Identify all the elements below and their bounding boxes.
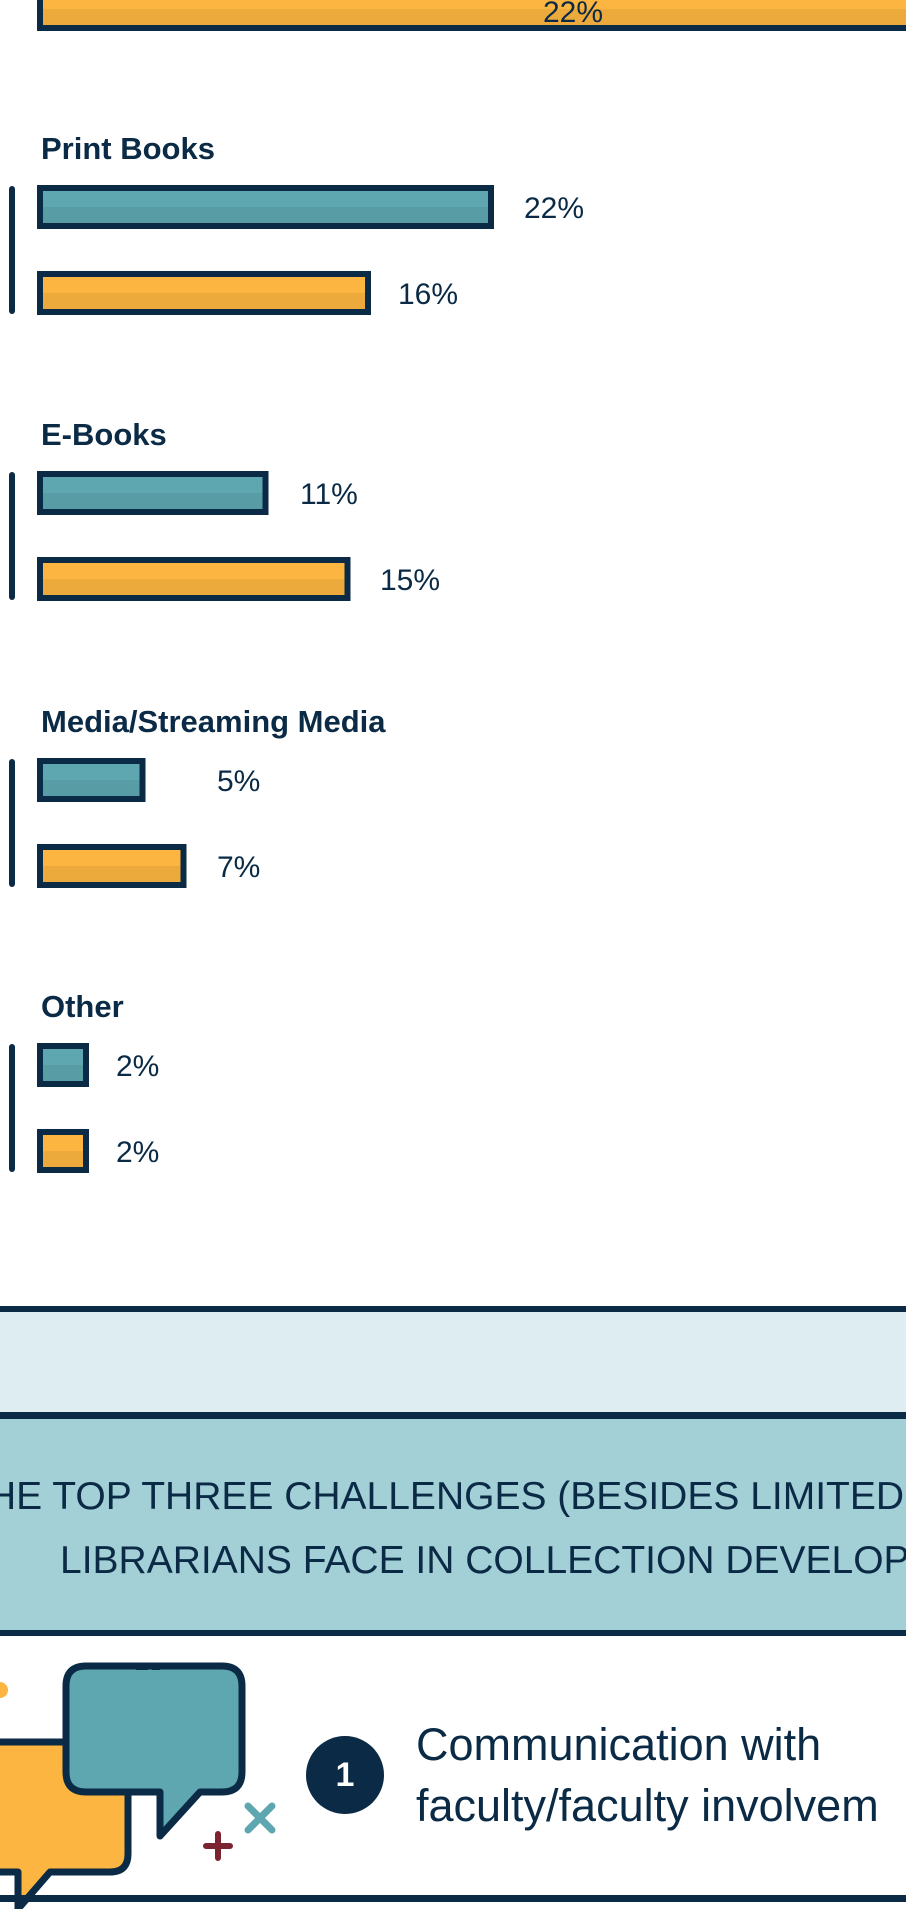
bar-partial-top-shade [43, 9, 906, 25]
bar-series1-0-shade [43, 207, 488, 223]
group-axis-line [9, 472, 15, 600]
bar-series2-1 [37, 557, 351, 601]
bar-series2-3-shade [43, 1151, 83, 1167]
bar-chart: 22% Print Books 22% 16% E-Books 11% 15% Media/S… [9, 0, 906, 1173]
bar-series2-2 [37, 844, 187, 888]
bar-series2-0-shade [43, 293, 365, 309]
category-title: Other [41, 989, 124, 1024]
bar-label-series1-1: 11% [300, 478, 358, 511]
bar-partial-top [37, 0, 906, 31]
bar-label-series1-3: 2% [116, 1050, 159, 1083]
challenge-text-line-2: faculty/faculty involvem [416, 1780, 879, 1831]
bar-series1-0 [37, 185, 494, 229]
banner-title-line-1: HE TOP THREE CHALLENGES (BESIDES LIMITED… [0, 1475, 906, 1518]
bar-label-series1-2: 5% [217, 765, 260, 798]
challenge-text-line-1: Communication with [416, 1719, 822, 1770]
challenge-item-1: 1 Communication with faculty/faculty inv… [0, 1636, 906, 1909]
bar-series2-3 [37, 1129, 89, 1173]
bar-series2-2-shade [43, 866, 181, 882]
bar-series1-2-shade [43, 780, 140, 796]
row-bottom-border [0, 1895, 906, 1902]
category-title: Media/Streaming Media [41, 704, 386, 739]
category-title: E-Books [41, 417, 167, 452]
category-title: Print Books [41, 131, 215, 166]
section-divider-band [0, 1306, 906, 1412]
chat-bubbles-icon [0, 1662, 276, 1909]
banner-title-line-2: LIBRARIANS FACE IN COLLECTION DEVELOPM [60, 1539, 906, 1582]
challenge-number-badge: 1 [306, 1736, 384, 1814]
bar-label-series2-0: 16% [398, 278, 458, 311]
group-axis-line [9, 759, 15, 887]
challenge-text: Communication with faculty/faculty invol… [416, 1714, 906, 1836]
bar-label-partial-top: 22% [543, 0, 603, 29]
bar-series1-1 [37, 471, 269, 515]
bar-series2-1-shade [43, 579, 345, 595]
bar-series1-1-shade [43, 493, 263, 509]
group-axis-line [9, 186, 15, 314]
bar-label-series2-1: 15% [380, 564, 440, 597]
bar-series1-2 [37, 758, 146, 802]
bar-series1-3-shade [43, 1065, 83, 1081]
challenges-banner: HE TOP THREE CHALLENGES (BESIDES LIMITED… [0, 1412, 906, 1636]
group-axis-line [9, 1044, 15, 1172]
bar-series1-3 [37, 1043, 89, 1087]
bar-label-series2-3: 2% [116, 1136, 159, 1169]
bar-label-series1-0: 22% [524, 192, 584, 225]
bar-series2-0 [37, 271, 371, 315]
bar-label-series2-2: 7% [217, 851, 260, 884]
